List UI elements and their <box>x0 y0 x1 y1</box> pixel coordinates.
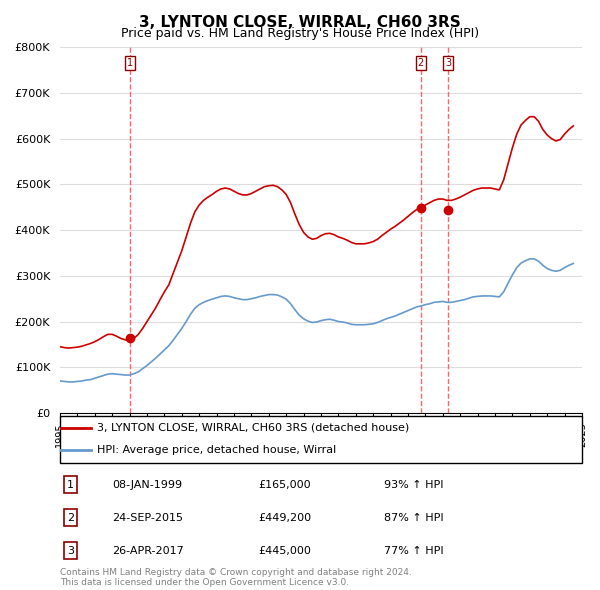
Text: 3, LYNTON CLOSE, WIRRAL, CH60 3RS (detached house): 3, LYNTON CLOSE, WIRRAL, CH60 3RS (detac… <box>97 423 409 432</box>
Text: 24-SEP-2015: 24-SEP-2015 <box>112 513 183 523</box>
Text: Price paid vs. HM Land Registry's House Price Index (HPI): Price paid vs. HM Land Registry's House … <box>121 27 479 40</box>
Text: £165,000: £165,000 <box>259 480 311 490</box>
Text: 26-APR-2017: 26-APR-2017 <box>112 546 184 556</box>
Text: £449,200: £449,200 <box>259 513 311 523</box>
Text: 77% ↑ HPI: 77% ↑ HPI <box>383 546 443 556</box>
Text: 3: 3 <box>445 58 451 68</box>
Text: Contains HM Land Registry data © Crown copyright and database right 2024.
This d: Contains HM Land Registry data © Crown c… <box>60 568 412 587</box>
FancyBboxPatch shape <box>60 416 582 463</box>
Text: 2: 2 <box>418 58 424 68</box>
Text: 93% ↑ HPI: 93% ↑ HPI <box>383 480 443 490</box>
Text: 1: 1 <box>67 480 74 490</box>
Text: 1: 1 <box>127 58 133 68</box>
Text: 87% ↑ HPI: 87% ↑ HPI <box>383 513 443 523</box>
Text: 3, LYNTON CLOSE, WIRRAL, CH60 3RS: 3, LYNTON CLOSE, WIRRAL, CH60 3RS <box>139 15 461 30</box>
Text: £445,000: £445,000 <box>259 546 311 556</box>
Text: 08-JAN-1999: 08-JAN-1999 <box>112 480 182 490</box>
Text: HPI: Average price, detached house, Wirral: HPI: Average price, detached house, Wirr… <box>97 445 336 455</box>
Text: 3: 3 <box>67 546 74 556</box>
Text: 2: 2 <box>67 513 74 523</box>
